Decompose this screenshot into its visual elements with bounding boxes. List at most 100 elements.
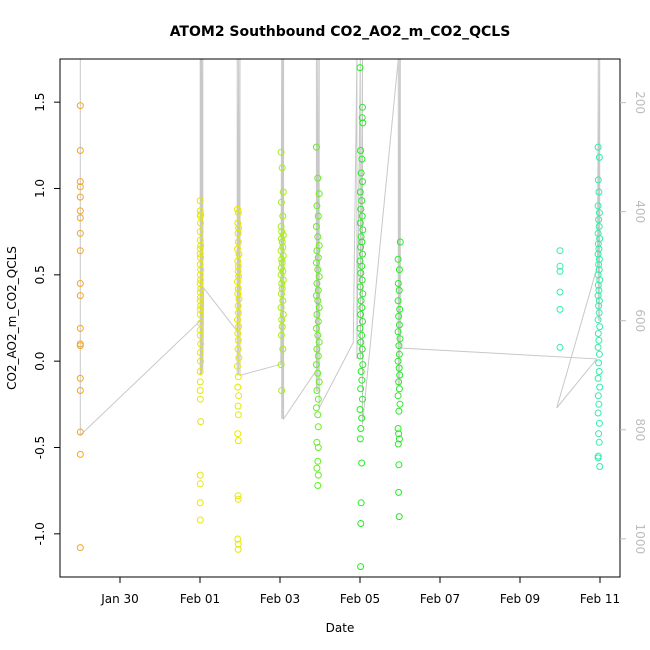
data-point: [234, 545, 242, 553]
data-point: [235, 354, 243, 362]
data-point: [277, 361, 285, 369]
data-point: [76, 183, 84, 191]
data-point: [394, 297, 402, 305]
data-point: [278, 280, 286, 287]
data-point: [395, 435, 403, 443]
data-point: [358, 276, 366, 284]
data-series-1: [76, 102, 84, 552]
data-point: [313, 464, 321, 472]
data-point: [314, 395, 322, 403]
data-point: [595, 430, 603, 438]
data-point: [234, 302, 242, 310]
data-point: [234, 229, 242, 237]
data-point: [196, 331, 204, 339]
data-point: [314, 482, 322, 489]
data-point: [234, 205, 241, 213]
data-point: [595, 419, 603, 427]
data-point: [196, 395, 204, 403]
data-point: [234, 278, 241, 286]
data-point: [234, 383, 242, 391]
data-point: [595, 286, 603, 294]
data-point: [359, 119, 367, 127]
data-point: [359, 395, 366, 403]
data-point: [234, 430, 242, 438]
data-point: [76, 280, 84, 287]
data-point: [395, 286, 403, 294]
data-point: [234, 238, 242, 246]
data-point: [197, 210, 205, 218]
data-point: [235, 273, 243, 281]
data-point: [234, 316, 241, 324]
data-point: [197, 293, 204, 301]
data-point: [234, 535, 242, 543]
data-point: [278, 323, 286, 331]
data-point: [356, 352, 364, 360]
secondary-y-tick-label: 1000: [633, 524, 647, 555]
data-point: [234, 411, 242, 419]
data-point: [395, 350, 403, 358]
data-point: [556, 288, 564, 296]
data-point: [356, 406, 364, 413]
data-point: [196, 197, 204, 205]
data-point: [395, 378, 403, 386]
data-point: [358, 459, 366, 467]
data-point: [196, 378, 204, 386]
y-tick-label: 1.5: [33, 93, 47, 112]
data-point: [278, 228, 286, 236]
data-point: [234, 267, 242, 275]
data-point: [234, 309, 242, 317]
data-point: [196, 326, 204, 334]
data-point: [196, 480, 204, 488]
data-point: [196, 471, 204, 479]
data-point: [234, 402, 242, 410]
data-point: [234, 540, 242, 548]
data-point: [357, 338, 365, 346]
flight-profile-line: [79, 58, 601, 437]
data-point: [357, 311, 365, 318]
data-point: [357, 269, 365, 277]
data-point: [196, 261, 204, 268]
data-point: [595, 223, 603, 230]
data-point: [277, 264, 285, 272]
data-point: [358, 238, 366, 246]
data-point: [394, 280, 402, 287]
data-point: [357, 147, 365, 154]
data-point: [595, 438, 603, 446]
data-point: [196, 280, 204, 287]
data-point: [595, 261, 603, 268]
data-point: [358, 262, 366, 270]
data-point: [358, 197, 366, 205]
data-point: [356, 188, 364, 196]
x-tick-label: Jan 30: [100, 592, 139, 606]
data-point: [196, 297, 204, 305]
data-point: [279, 243, 287, 251]
data-point: [313, 387, 321, 394]
data-point: [279, 267, 287, 275]
data-point: [594, 292, 602, 300]
data-point: [358, 155, 366, 163]
data-point: [235, 323, 243, 331]
data-point: [312, 292, 320, 300]
data-point: [234, 330, 242, 337]
data-point: [396, 335, 404, 343]
data-point: [396, 371, 404, 379]
secondary-y-tick-label: 200: [633, 91, 647, 114]
data-point: [315, 273, 323, 281]
y-tick-label: 1.0: [33, 179, 47, 198]
data-point: [197, 276, 204, 284]
data-point: [395, 385, 403, 393]
data-point: [357, 563, 365, 571]
data-point: [358, 345, 366, 353]
data-point: [313, 247, 321, 255]
data-point: [196, 368, 204, 375]
data-point: [357, 169, 365, 177]
data-point: [395, 321, 403, 329]
secondary-y-tick-label: 400: [633, 200, 647, 223]
y-axis-label: CO2_AO2_m_CO2_QCLS: [5, 246, 19, 390]
data-point: [315, 304, 323, 312]
data-point: [314, 174, 322, 182]
data-point: [356, 324, 364, 332]
data-point: [76, 193, 84, 201]
data-point: [277, 235, 285, 243]
data-point: [314, 423, 322, 431]
